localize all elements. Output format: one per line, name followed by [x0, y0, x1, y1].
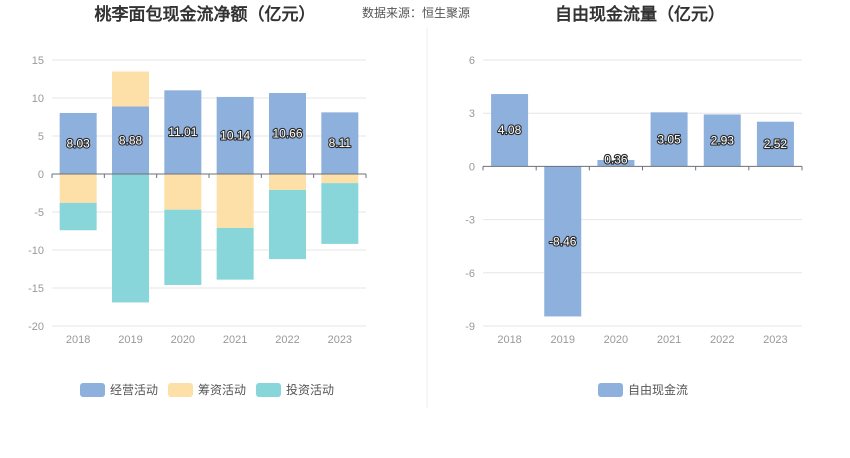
right-x-tick-label: 2019 [551, 334, 575, 346]
left-legend-label[interactable]: 筹资活动 [198, 383, 246, 397]
right-y-tick-label: -3 [465, 215, 475, 227]
left-y-tick-label: 15 [32, 55, 44, 67]
left-y-tick-label: 0 [38, 169, 44, 181]
right-legend-label[interactable]: 自由现金流 [628, 382, 688, 397]
left-chart-title: 桃李面包现金流净额（亿元） [95, 4, 316, 25]
left-data-label: 8.11 [329, 136, 352, 150]
left-x-tick-label: 2022 [275, 334, 299, 346]
left-bar-1 [216, 96, 254, 174]
right-y-tick-label: -9 [465, 321, 475, 333]
right-data-label: 2.93 [711, 133, 735, 147]
right-data-label: 0.36 [604, 152, 628, 166]
left-bar-2 [321, 174, 359, 184]
right-x-tick-label: 2023 [763, 334, 787, 346]
left-y-tick-label: 5 [38, 131, 44, 143]
right-bar-1 [650, 112, 688, 167]
left-data-label: 8.03 [66, 136, 90, 150]
left-bar-3 [321, 183, 359, 244]
left-y-tick-label: -5 [34, 207, 44, 219]
right-y-tick-label: 0 [469, 161, 475, 173]
left-data-label: 11.01 [168, 125, 197, 139]
right-bar-1 [597, 160, 635, 167]
left-legend-label[interactable]: 经营活动 [110, 383, 158, 397]
left-y-tick-label: -10 [28, 245, 44, 257]
left-bar-1 [269, 92, 306, 174]
left-bar-1 [321, 112, 359, 174]
right-legend: 自由现金流 [598, 382, 688, 397]
left-bar-2 [269, 174, 306, 190]
left-bar-1 [164, 90, 202, 174]
left-chart: 15 10 5 0 -5 -10 -15 -20 2018 2019 2020 2021 2022 202… [28, 55, 367, 346]
left-legend: 经营活动 筹资活动 投资活动 [80, 382, 334, 397]
left-bar-1 [112, 106, 149, 174]
right-x-tick-label: 2018 [497, 334, 521, 346]
right-chart: 6 3 0 -3 -6 -9 2018 2019 2020 2021 2022 2023 4.08 -8.… [465, 55, 803, 346]
right-legend-swatch[interactable] [598, 383, 623, 397]
left-bar-3 [216, 227, 254, 280]
left-bar-2 [59, 174, 97, 203]
left-x-tick-label: 2020 [171, 334, 195, 346]
data-source: 数据来源：恒生聚源 [362, 5, 470, 20]
left-bar-2 [216, 174, 254, 228]
right-data-label: 2.52 [764, 137, 788, 151]
left-bar-3 [164, 209, 202, 285]
left-bar-2 [164, 174, 202, 210]
right-bar-1 [756, 121, 794, 167]
right-y-tick-label: 3 [469, 108, 475, 120]
right-y-tick-label: 6 [469, 55, 475, 67]
left-x-tick-label: 2023 [328, 334, 352, 346]
left-y-tick-label: -20 [28, 321, 44, 333]
right-chart-title: 自由现金流量（亿元） [555, 4, 725, 25]
left-x-tick-label: 2019 [118, 334, 142, 346]
right-data-label: 3.05 [657, 132, 681, 146]
left-x-tick-label: 2021 [223, 334, 247, 346]
left-bar-2 [112, 71, 149, 107]
right-x-tick-label: 2021 [657, 334, 681, 346]
left-bar-3 [269, 189, 306, 260]
right-bar-1 [491, 94, 529, 167]
right-bar-1 [703, 114, 741, 167]
left-legend-swatch[interactable] [80, 383, 105, 397]
right-data-label: -8.46 [549, 234, 577, 248]
left-bar-3 [59, 202, 97, 231]
left-legend-swatch[interactable] [256, 383, 281, 397]
left-bar-3 [112, 174, 149, 303]
left-data-label: 10.14 [220, 128, 250, 142]
right-y-tick-label: -6 [465, 268, 475, 280]
left-data-label: 10.66 [272, 126, 302, 140]
left-bar-1 [59, 112, 97, 174]
right-x-tick-label: 2022 [710, 334, 734, 346]
right-data-label: 4.08 [498, 123, 522, 137]
right-x-tick-label: 2020 [604, 334, 628, 346]
left-legend-label[interactable]: 投资活动 [286, 382, 334, 397]
left-y-tick-label: 10 [32, 93, 44, 105]
left-legend-swatch[interactable] [168, 383, 193, 397]
left-y-tick-label: -15 [28, 283, 44, 295]
right-bar-1 [544, 166, 582, 317]
left-x-tick-label: 2018 [66, 334, 90, 346]
left-data-label: 8.88 [119, 133, 143, 147]
